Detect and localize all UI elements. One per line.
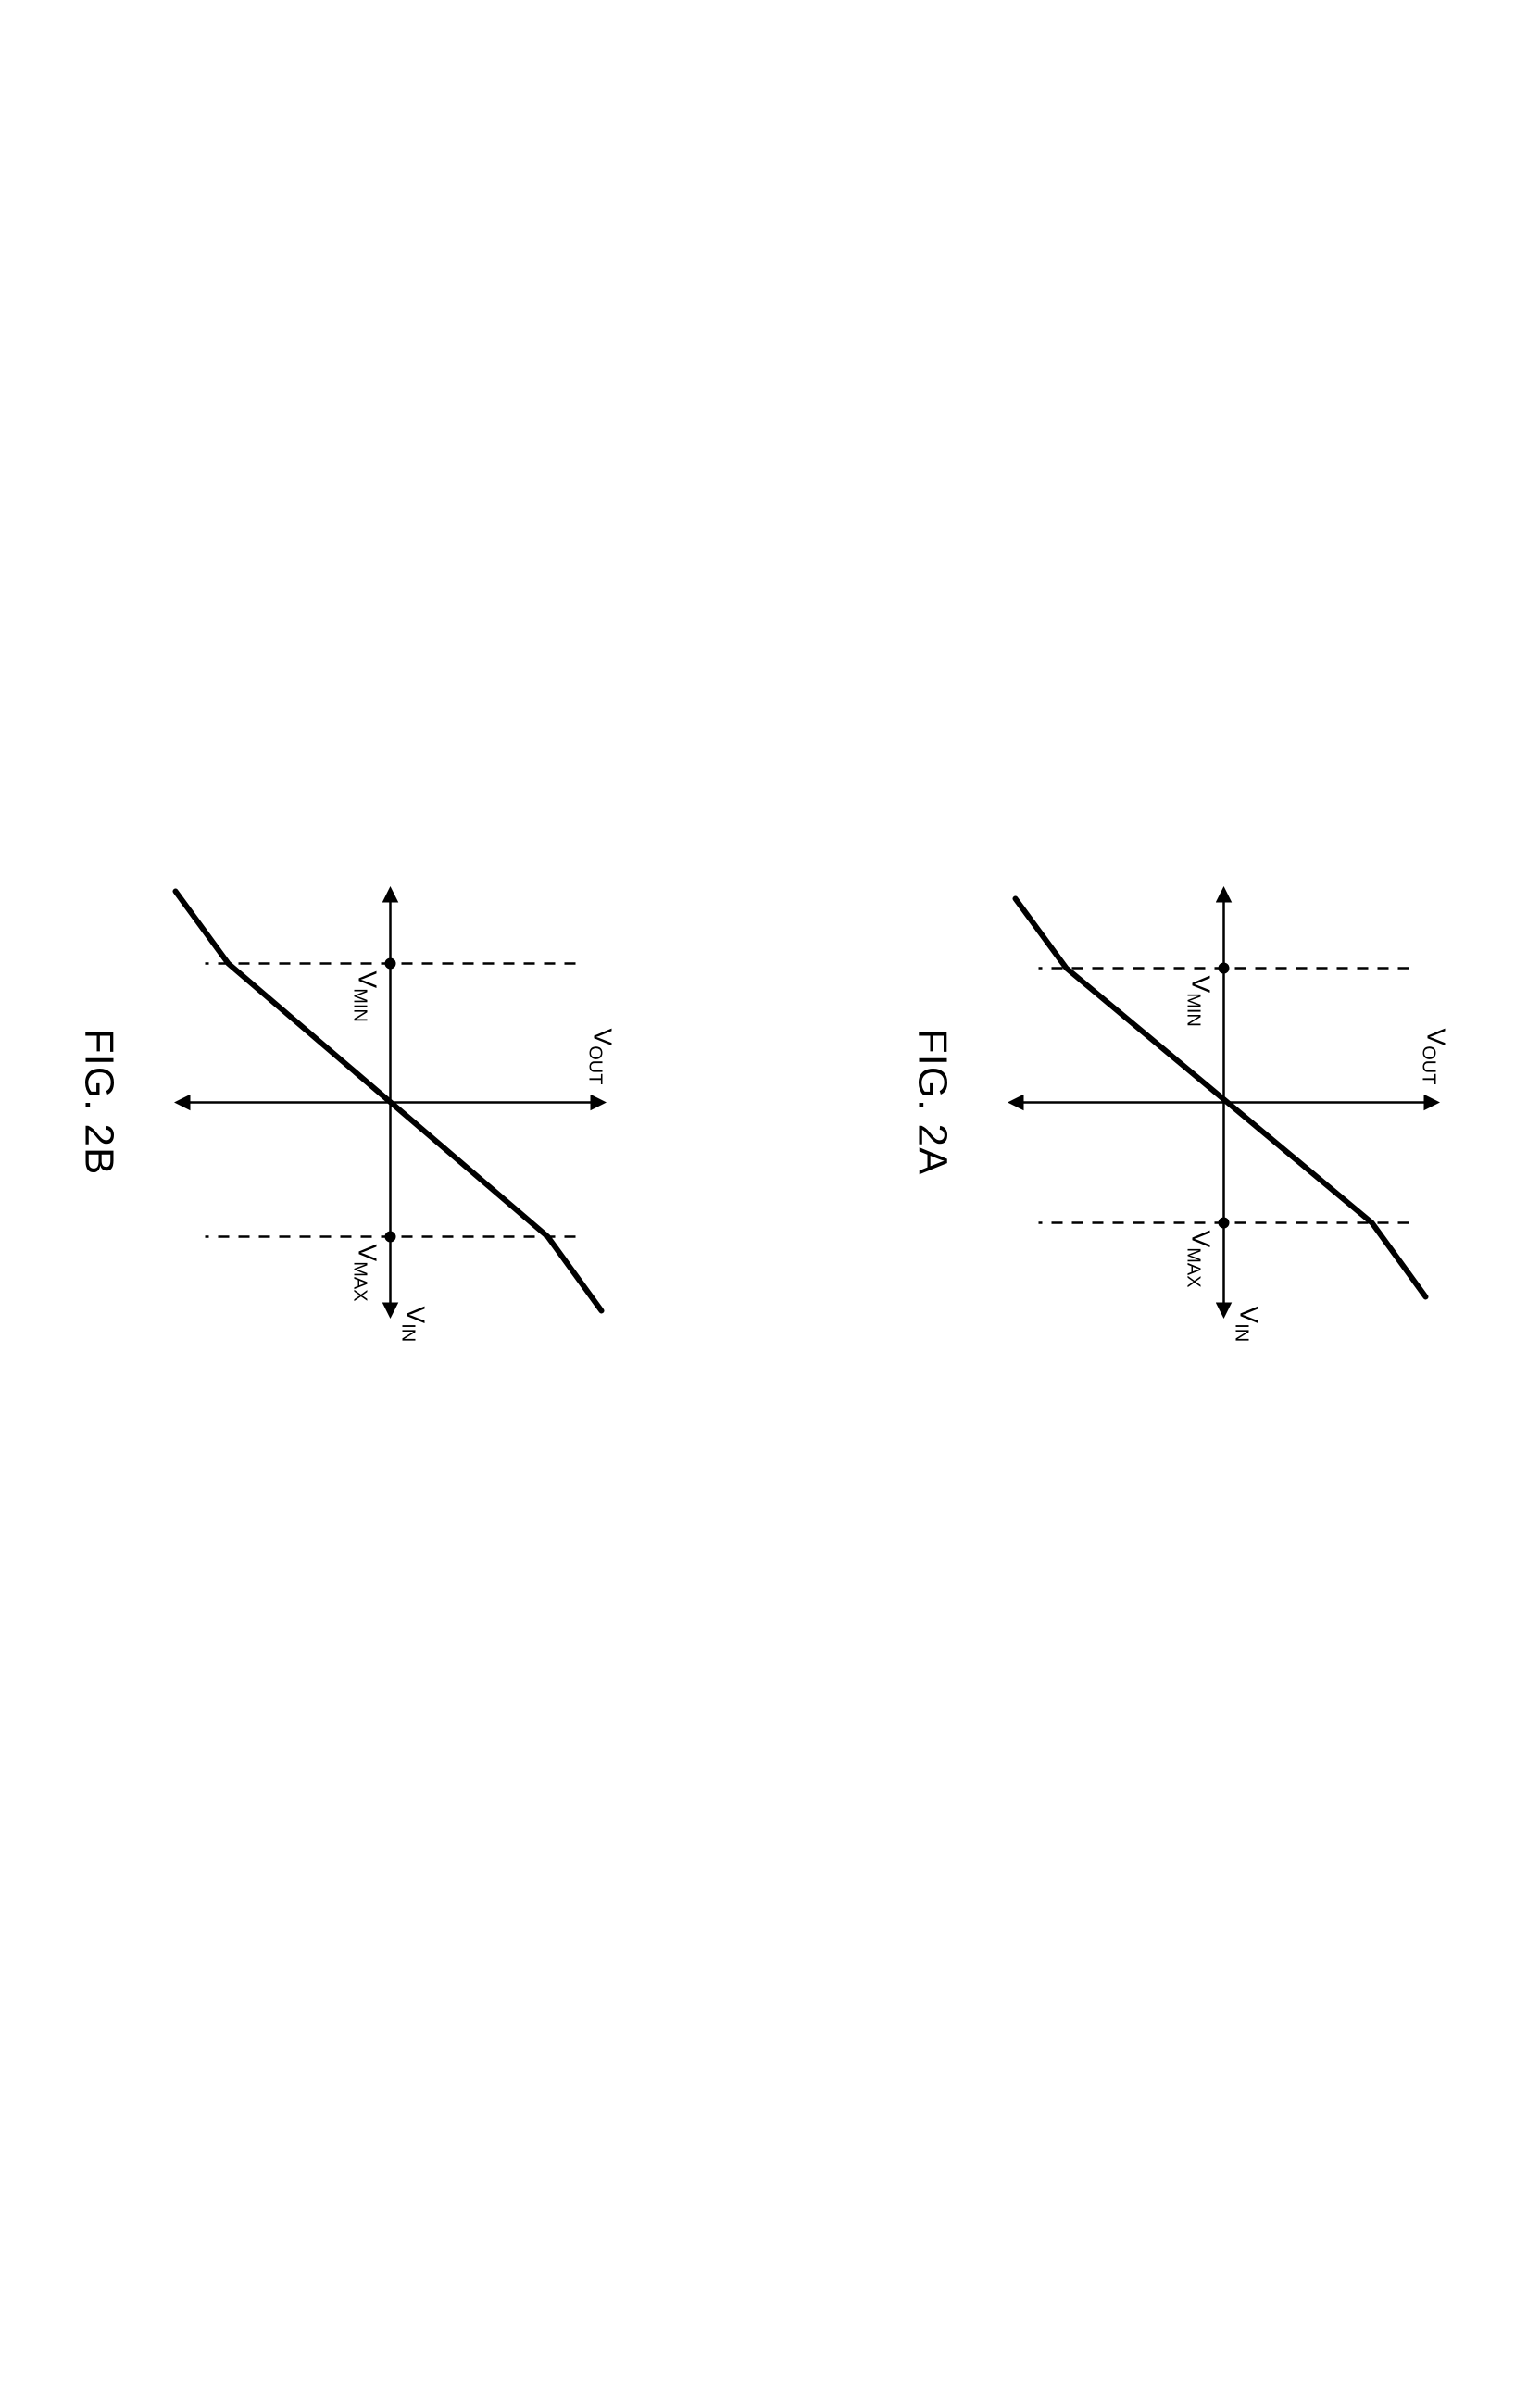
- svg-text:VMIN: VMIN: [350, 970, 382, 1021]
- plot-2a-svg: VOUT VIN VMIN VMAX: [983, 861, 1465, 1343]
- caption-2a: FIG. 2A: [909, 1029, 956, 1176]
- svg-text:VMIN: VMIN: [1183, 975, 1216, 1026]
- svg-text:VOUT: VOUT: [585, 1028, 618, 1084]
- plot-2b-svg: VOUT VIN VMIN VMAX: [150, 861, 632, 1343]
- svg-text:VIN: VIN: [398, 1306, 431, 1342]
- svg-text:VMAX: VMAX: [1183, 1230, 1216, 1287]
- figure-2a: VOUT VIN VMIN VMAX FIG. 2A: [909, 861, 1465, 1343]
- figure-container: VOUT VIN VMIN VMAX FIG. 2A VOUT VIN VMIN VMAX …: [76, 369, 1465, 1835]
- figure-2b: VOUT VIN VMIN VMAX FIG. 2B: [76, 861, 632, 1343]
- svg-text:VOUT: VOUT: [1419, 1028, 1451, 1084]
- svg-text:VIN: VIN: [1232, 1306, 1264, 1342]
- caption-2b: FIG. 2B: [76, 1029, 122, 1176]
- svg-text:VMAX: VMAX: [350, 1244, 382, 1301]
